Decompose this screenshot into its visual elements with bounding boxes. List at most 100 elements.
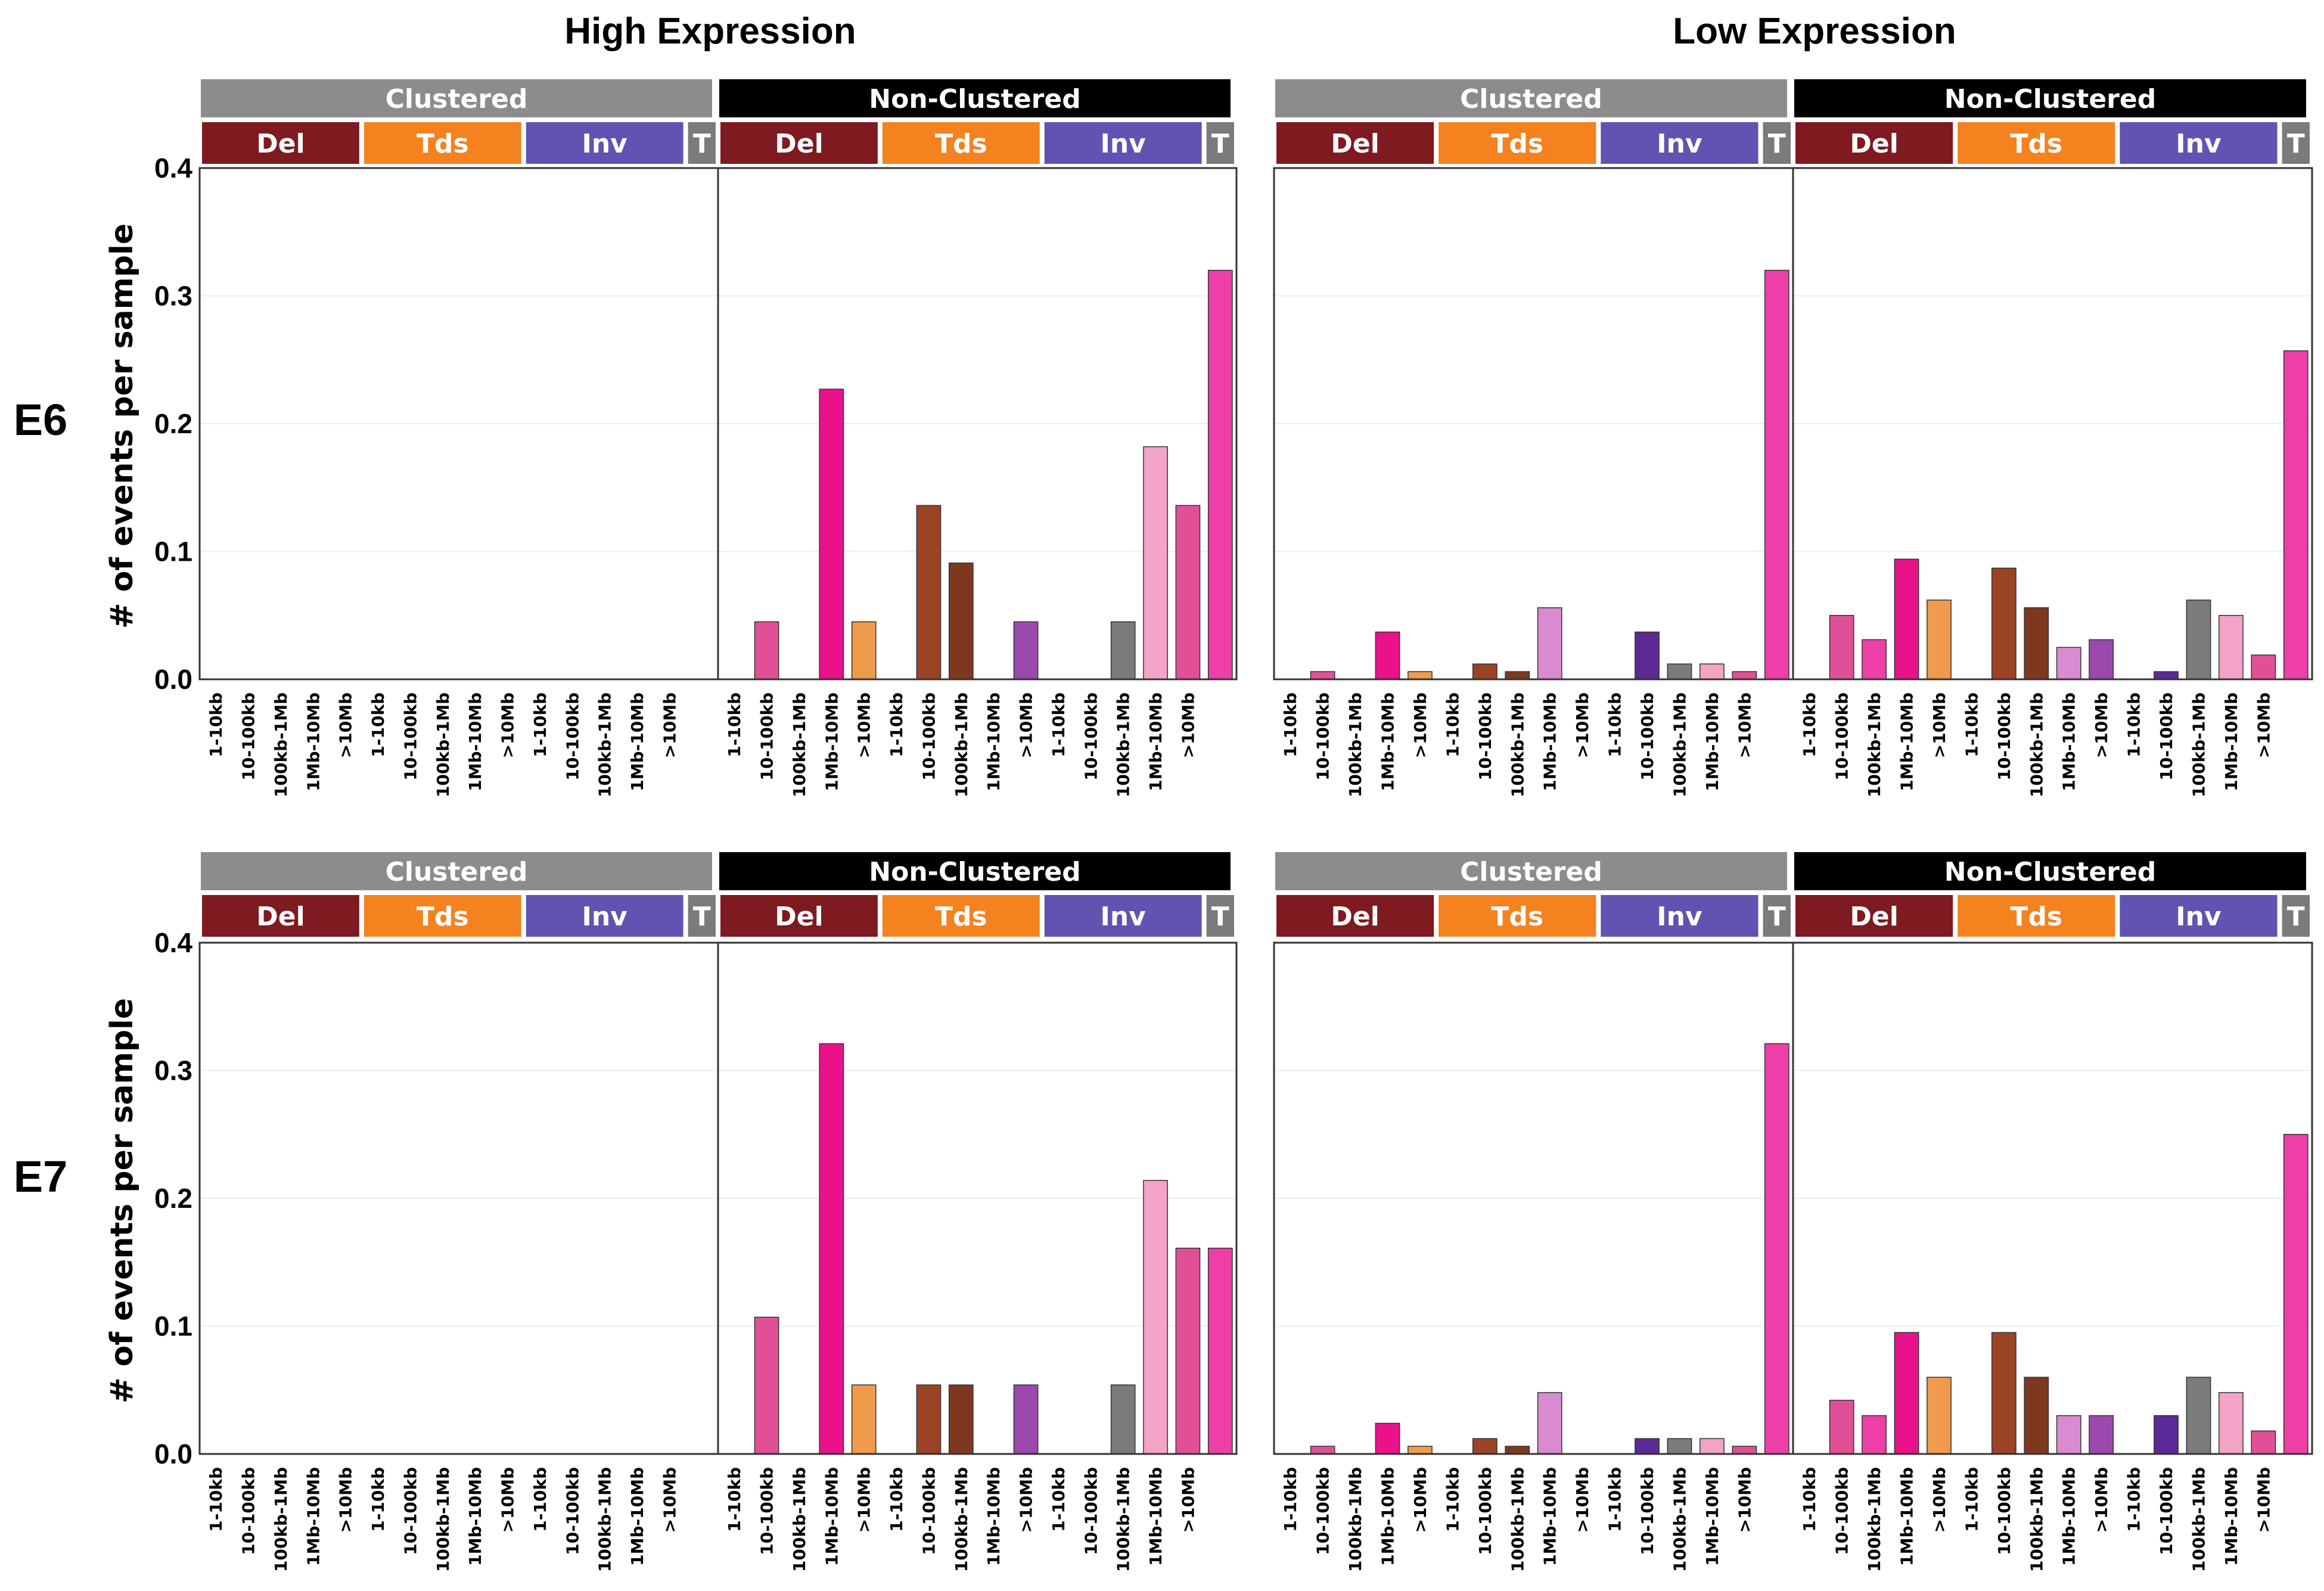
bar <box>1991 567 2017 680</box>
x-tick-label: 1-10kb <box>206 692 226 757</box>
bar <box>1408 1446 1433 1455</box>
x-tick-label: 1-10kb <box>530 692 550 757</box>
bar <box>819 1043 844 1455</box>
x-tick-label: 1Mb-10Mb <box>1540 1467 1560 1566</box>
category-strip-tds <box>1438 122 1596 164</box>
facet-strip <box>1275 852 1787 890</box>
x-tick-label: 10-100kb <box>239 692 259 781</box>
category-strip-del <box>202 895 359 937</box>
x-tick-label: 100kb-1Mb <box>271 692 291 797</box>
column-title-high: High Expression <box>564 11 856 52</box>
panel-3: Clustered Del Tds Inv T 1-10kb 10-100kb 100kb-1… <box>1273 852 2313 1572</box>
category-label-t: T <box>693 129 711 159</box>
x-tick-label: 10-100kb <box>1832 692 1852 781</box>
bar <box>754 621 779 680</box>
category-strip-inv <box>1601 895 1758 937</box>
x-tick-label: >10Mb <box>2254 692 2273 758</box>
bar <box>1408 671 1433 680</box>
category-strip-tds <box>1958 122 2115 164</box>
category-strip-t <box>2282 122 2310 164</box>
category-label-inv: Inv <box>2176 129 2222 159</box>
y-tick-label: 0.2 <box>154 408 192 439</box>
x-tick-label: 100kb-1Mb <box>1114 1467 1133 1572</box>
facet-strip <box>1275 79 1787 117</box>
x-tick-label: >10Mb <box>498 1467 518 1533</box>
x-tick-label: 1-10kb <box>1443 1467 1462 1532</box>
bar <box>2251 654 2276 680</box>
category-strip-del <box>1276 895 1434 937</box>
bar <box>1927 1376 1952 1455</box>
facet-clustered: Clustered Del Tds Inv T 1-10kb 10-100kb 100kb-1… <box>198 79 719 797</box>
category-label-t: T <box>693 902 711 932</box>
bar <box>1175 1247 1201 1455</box>
facet-non-clustered: Non-Clustered Del Tds Inv T 1-10kb 10-100kb 100… <box>1792 79 2313 797</box>
x-tick-label: 1-10kb <box>887 692 906 757</box>
bar <box>2283 350 2309 680</box>
x-tick-label: 1-10kb <box>1281 1467 1300 1532</box>
x-tick-label: >10Mb <box>1017 692 1036 758</box>
bar <box>1110 1384 1136 1455</box>
y-tick-label: 0.1 <box>154 1311 192 1342</box>
x-tick-label: >10Mb <box>2092 692 2111 758</box>
category-label-del: Del <box>775 902 823 932</box>
facet-non-clustered: Non-Clustered Del Tds Inv T 1-10kb 10-100kb 100… <box>717 852 1238 1572</box>
x-tick-label: 1-10kb <box>2124 1467 2144 1532</box>
x-tick-label: 1-10kb <box>530 1467 550 1532</box>
x-tick-label: 1-10kb <box>1605 1467 1625 1532</box>
facet-strip <box>1794 852 2306 890</box>
facet-frame <box>1792 167 2313 680</box>
bar <box>1375 1422 1400 1455</box>
x-tick-label: >10Mb <box>336 1467 356 1533</box>
category-label-tds: Tds <box>935 129 987 159</box>
category-label-tds: Tds <box>417 902 469 932</box>
bar <box>1927 599 1952 680</box>
x-tick-label: 1Mb-10Mb <box>2059 692 2079 791</box>
x-tick-label: 100kb-1Mb <box>1346 692 1365 797</box>
bar <box>1894 558 1919 680</box>
x-tick-label: 10-100kb <box>1638 1467 1657 1555</box>
facet-strip <box>719 852 1231 890</box>
x-tick-label: 1Mb-10Mb <box>1378 1467 1398 1566</box>
category-label-t: T <box>2287 902 2305 932</box>
category-strip-t <box>2282 895 2310 937</box>
y-axis-label-e6: # of events per sample <box>104 223 140 629</box>
facet-strip-label: Non-Clustered <box>869 84 1080 114</box>
x-tick-label: 1Mb-10Mb <box>822 1467 841 1566</box>
x-tick-label: 10-100kb <box>1081 1467 1101 1555</box>
x-tick-label: 100kb-1Mb <box>1670 692 1689 797</box>
x-tick-label: >10Mb <box>1930 1467 1949 1533</box>
x-tick-label: 100kb-1Mb <box>790 1467 809 1572</box>
panels: 0.0 0.1 0.2 0.3 0.4 Clustered Del Tds Inv T 1-10kb… <box>154 79 2313 1572</box>
x-tick-label: 100kb-1Mb <box>433 1467 453 1572</box>
x-tick-label: >10Mb <box>855 1467 874 1533</box>
category-strip-t <box>688 122 716 164</box>
x-tick-label: 1-10kb <box>1962 692 1981 757</box>
bar <box>2219 1392 2244 1455</box>
x-tick-label: 1-10kb <box>1962 1467 1981 1532</box>
bar <box>1635 631 1660 680</box>
category-label-inv: Inv <box>582 129 627 159</box>
x-tick-label: 1Mb-10Mb <box>303 1467 323 1566</box>
category-strip-tds <box>882 122 1040 164</box>
x-tick-label: 100kb-1Mb <box>595 1467 615 1572</box>
x-tick-label: 10-100kb <box>2157 1467 2176 1555</box>
x-tick-label: 1Mb-10Mb <box>2222 692 2241 791</box>
x-tick-label: 1-10kb <box>368 1467 388 1532</box>
category-strip-tds <box>1438 895 1596 937</box>
category-label-inv: Inv <box>1657 902 1702 932</box>
bar <box>948 563 974 680</box>
bar <box>2186 599 2211 680</box>
x-tick-label: 1Mb-10Mb <box>1540 692 1560 791</box>
facet-non-clustered: Non-Clustered Del Tds Inv T 1-10kb 10-100kb 100… <box>717 79 1238 797</box>
x-tick-label: >10Mb <box>1410 692 1430 758</box>
category-strip-t <box>688 895 716 937</box>
x-tick-label: 1Mb-10Mb <box>1702 1467 1722 1566</box>
facet-strip <box>1794 79 2306 117</box>
x-tick-label: 10-100kb <box>1994 1467 2014 1555</box>
x-tick-label: 1Mb-10Mb <box>984 1467 1003 1566</box>
row-label-e7: E7 <box>14 1152 68 1201</box>
category-strip-inv <box>2120 122 2278 164</box>
facet-strip-label: Clustered <box>386 84 528 114</box>
bar <box>1732 1446 1757 1455</box>
x-tick-label: 10-100kb <box>1475 1467 1495 1555</box>
